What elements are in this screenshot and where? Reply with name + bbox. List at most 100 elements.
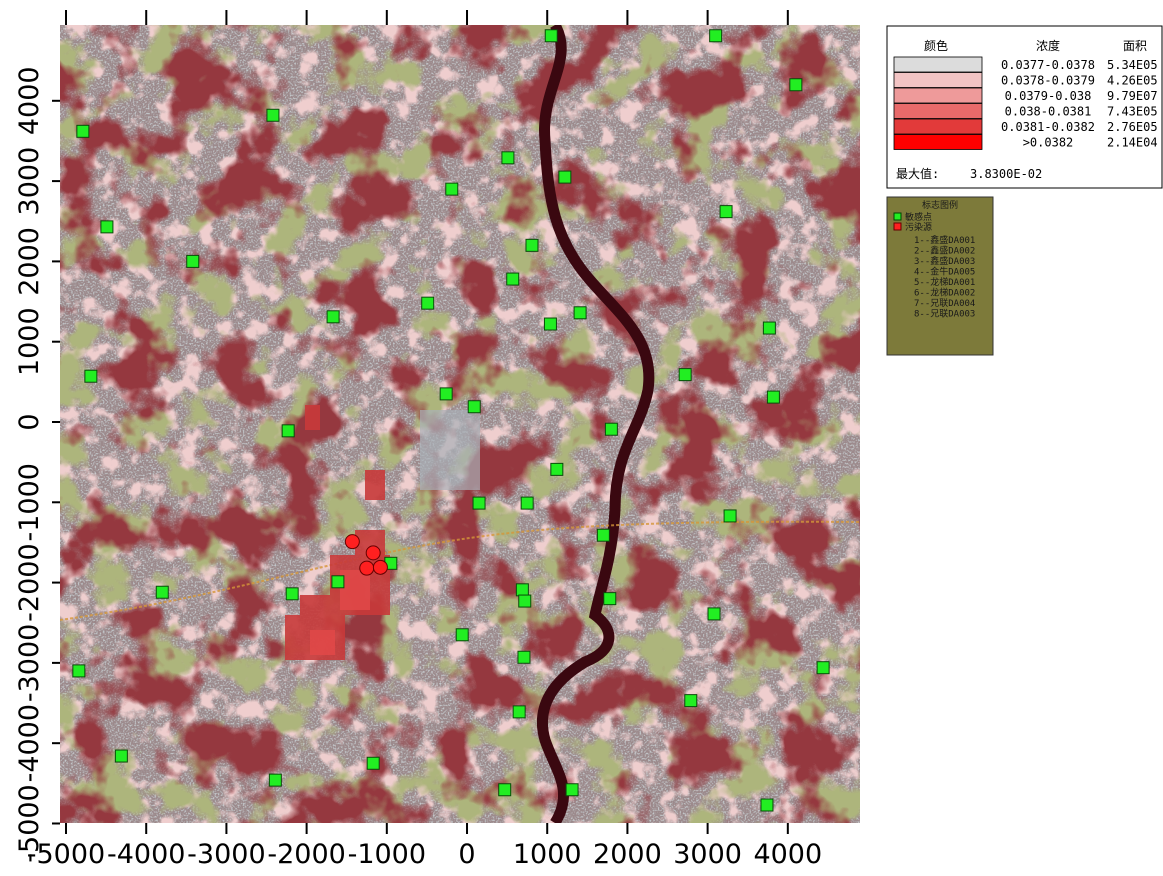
sensitive-point bbox=[679, 369, 691, 381]
x-tick-label: -4000 bbox=[107, 839, 185, 870]
sensitive-point bbox=[446, 183, 458, 195]
legend-title: 标志图例 bbox=[922, 199, 958, 211]
legend-swatch bbox=[894, 73, 982, 88]
sensitive-point bbox=[710, 30, 722, 42]
y-tick-label: -4000 bbox=[14, 704, 45, 782]
max-value: 3.8300E-02 bbox=[970, 167, 1042, 181]
sensitive-point bbox=[513, 706, 525, 718]
sensitive-point bbox=[685, 695, 697, 707]
legend-swatch bbox=[894, 135, 982, 150]
sensitive-point bbox=[85, 370, 97, 382]
pollution-source bbox=[360, 561, 374, 575]
sensitive-point bbox=[526, 239, 538, 251]
sensitive-point bbox=[574, 307, 586, 319]
legend-range: 0.0378-0.0379 bbox=[1001, 74, 1095, 88]
x-tick-label: 2000 bbox=[593, 839, 662, 870]
sensitive-point bbox=[440, 388, 452, 400]
sensitive-point bbox=[367, 757, 379, 769]
legend-swatch bbox=[894, 88, 982, 103]
legend-area: 2.76E05 bbox=[1107, 120, 1158, 134]
legend-area: 2.14E04 bbox=[1107, 136, 1158, 150]
sensitive-point bbox=[73, 665, 85, 677]
sensitive-point bbox=[817, 662, 829, 674]
legend-range: >0.0382 bbox=[1023, 136, 1074, 150]
sensitive-point bbox=[499, 784, 511, 796]
sensitive-point bbox=[521, 497, 533, 509]
max-label: 最大值: bbox=[896, 166, 939, 181]
y-tick-label: 1000 bbox=[14, 307, 45, 376]
sensitive-point bbox=[422, 297, 434, 309]
symbol-legend: 标志图例敏感点污染源1--鑫盛DA0012--鑫盛DA0023--鑫盛DA003… bbox=[887, 197, 993, 355]
sensitive-point bbox=[507, 273, 519, 285]
x-tick-label: 1000 bbox=[513, 839, 582, 870]
x-tick-label: -1000 bbox=[348, 839, 426, 870]
sensitive-point bbox=[605, 423, 617, 435]
y-tick-label: -5000 bbox=[14, 784, 45, 862]
y-tick-label: 4000 bbox=[14, 66, 45, 135]
legend-swatch bbox=[894, 119, 982, 134]
sensitive-point bbox=[502, 152, 514, 164]
sensitive-point bbox=[708, 608, 720, 620]
legend-header: 面积 bbox=[1123, 39, 1147, 53]
sensitive-point bbox=[269, 774, 281, 786]
sensitive-point bbox=[156, 586, 168, 598]
map-figure: 颜色 浓度 面积 0.0377-0.0378 5.34E05 0.0378-0.0379 4… bbox=[0, 0, 1163, 876]
x-tick-label: -2000 bbox=[267, 839, 345, 870]
legend-item: 4--金牛DA005 bbox=[914, 266, 975, 278]
sensitive-point bbox=[724, 510, 736, 522]
sensitive-point bbox=[286, 588, 298, 600]
legend-item: 2--鑫盛DA002 bbox=[914, 245, 975, 257]
legend-item: 6--龙梯DA002 bbox=[914, 287, 975, 299]
y-tick-label: 3000 bbox=[14, 147, 45, 216]
legend-symbol bbox=[894, 213, 901, 220]
concentration-legend: 颜色 浓度 面积 0.0377-0.0378 5.34E05 0.0378-0.0379 4… bbox=[887, 26, 1162, 188]
sensitive-point bbox=[101, 221, 113, 233]
legend-range: 0.0379-0.038 bbox=[1005, 89, 1092, 103]
sensitive-point bbox=[559, 171, 571, 183]
legend-header: 浓度 bbox=[1036, 38, 1060, 53]
legend-area: 7.43E05 bbox=[1107, 105, 1158, 119]
legend-item: 5--龙梯DA001 bbox=[914, 276, 975, 288]
sensitive-point bbox=[456, 629, 468, 641]
sensitive-point bbox=[115, 750, 127, 762]
sensitive-point bbox=[332, 576, 344, 588]
y-tick-label: -1000 bbox=[14, 463, 45, 541]
pollution-source bbox=[373, 560, 387, 574]
y-tick-label: -2000 bbox=[14, 543, 45, 621]
sensitive-point bbox=[597, 529, 609, 541]
sensitive-point bbox=[545, 30, 557, 42]
legend-item: 7--兄联DA004 bbox=[914, 298, 975, 309]
legend-area: 5.34E05 bbox=[1107, 58, 1158, 72]
legend-label: 敏感点 bbox=[905, 211, 932, 223]
legend-item: 8--兄联DA003 bbox=[914, 309, 975, 320]
sensitive-point bbox=[790, 79, 802, 91]
legend-range: 0.038-0.0381 bbox=[1005, 105, 1092, 119]
legend-range: 0.0377-0.0378 bbox=[1001, 58, 1095, 72]
y-tick-label: 2000 bbox=[14, 227, 45, 296]
map-background bbox=[60, 25, 860, 823]
sensitive-point bbox=[544, 318, 556, 330]
legend-label: 污染源 bbox=[905, 221, 932, 233]
sensitive-point bbox=[566, 784, 578, 796]
sensitive-point bbox=[604, 593, 616, 605]
y-tick-label: -3000 bbox=[14, 624, 45, 702]
sensitive-point bbox=[77, 125, 89, 137]
pollution-source bbox=[366, 546, 380, 560]
pollution-source bbox=[345, 535, 359, 549]
legend-header: 颜色 bbox=[924, 38, 948, 53]
sensitive-point bbox=[551, 463, 563, 475]
sensitive-point bbox=[327, 311, 339, 323]
x-tick-label: 4000 bbox=[753, 839, 822, 870]
sensitive-point bbox=[519, 595, 531, 607]
sensitive-point bbox=[267, 109, 279, 121]
sensitive-point bbox=[473, 497, 485, 509]
sensitive-point bbox=[767, 391, 779, 403]
sensitive-point bbox=[763, 322, 775, 334]
sensitive-point bbox=[518, 651, 530, 663]
legend-area: 4.26E05 bbox=[1107, 74, 1158, 88]
legend-range: 0.0381-0.0382 bbox=[1001, 120, 1095, 134]
sensitive-point bbox=[187, 255, 199, 267]
sensitive-point bbox=[761, 799, 773, 811]
sensitive-point bbox=[516, 584, 528, 596]
y-tick-label: 0 bbox=[14, 413, 45, 430]
